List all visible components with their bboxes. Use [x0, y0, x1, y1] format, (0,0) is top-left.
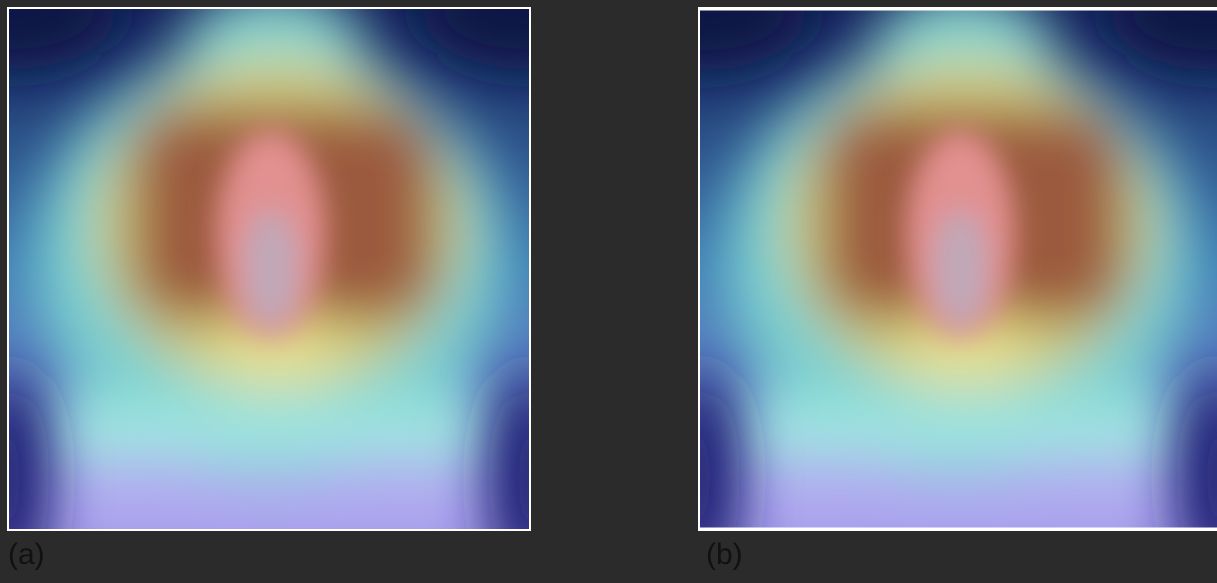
panel-b: (b)	[591, 0, 1217, 583]
heatmap-image	[0, 0, 639, 583]
panel-label: (b)	[706, 538, 743, 571]
panel-label: (a)	[8, 538, 45, 571]
panel-a: (a)	[0, 0, 639, 583]
heatmap-image	[591, 0, 1217, 583]
figure: (a) (b)	[0, 0, 1217, 583]
